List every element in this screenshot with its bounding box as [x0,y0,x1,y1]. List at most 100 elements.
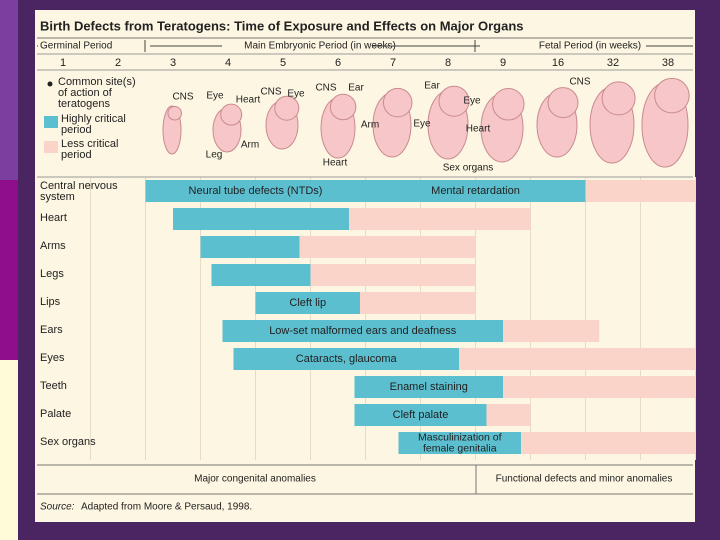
organ-label: Arm [241,140,259,151]
side-strip [0,180,18,360]
bar [360,292,476,314]
organ-label: Leg [206,150,223,161]
row-label-box: Palate [40,409,71,420]
bar [486,404,531,426]
row-label-box: Sex organs [40,437,96,448]
bar [222,320,503,342]
organ-label: Eye [413,119,431,130]
bar [398,432,522,454]
organ-label: Heart [323,158,348,169]
legend-text: Less critical period [61,139,118,161]
bar [354,404,487,426]
bar [255,292,360,314]
organ-label: Heart [236,95,261,106]
bar [233,348,459,370]
organ-label: Sex organs [443,163,494,174]
bar [310,264,476,286]
x-tick-label: 8 [445,57,451,69]
bar-label: Low-set malformed ears and deafness [269,325,457,337]
bar-label: Cataracts, glaucoma [296,353,398,365]
bar-label: Cleft lip [289,297,326,309]
legend-text: Highly critical period [61,114,126,136]
period-label: Fetal Period (in weeks) [539,41,641,52]
row-label: Teeth [40,381,67,392]
bar [173,208,349,230]
row-label: Eyes [40,353,65,364]
bar-label: Mental retardation [431,185,520,197]
embryo-head [438,85,470,117]
x-tick-label: 4 [225,57,231,69]
x-tick-label: 5 [280,57,286,69]
legend-label: Common site(s) of action of teratogens [58,77,136,110]
legend-dot [47,81,53,87]
side-strip [0,0,18,180]
organ-label: CNS [315,83,336,94]
organ-label: CNS [260,87,281,98]
row-label-box: Teeth [40,381,67,392]
organ-label: Eye [463,96,481,107]
embryo-head [547,87,579,119]
embryo-head [601,81,636,116]
bar [503,320,600,342]
bar [145,180,586,202]
x-tick-label: 38 [662,57,674,69]
row-label: Heart [40,213,67,224]
organ-label: Ear [424,81,440,92]
bar-label: Masculinization of [418,431,502,443]
row-label-box: Eyes [40,353,65,364]
legend-label: Highly critical period [61,114,126,136]
row-label: Central nervous system [40,181,118,203]
row-label: Sex organs [40,437,96,448]
organ-label: CNS [172,92,193,103]
row-label-box: Ears [40,325,63,336]
bar [299,236,476,258]
organ-label: Arm [361,120,379,131]
bar-label: female genitalia [423,442,497,454]
bar-label: Cleft palate [393,409,449,421]
bar [459,348,696,370]
row-label: Legs [40,269,64,280]
x-tick-label: 1 [60,57,66,69]
bar [211,264,311,286]
legend-text: Common site(s) of action of teratogens [58,77,136,110]
row-label: Arms [40,241,66,252]
source-prefix: Source: [40,502,75,513]
x-tick-label: 6 [335,57,341,69]
row-label-box: Central nervous system [40,181,118,203]
bar [503,376,696,398]
organ-label: Eye [206,91,224,102]
organ-label: Ear [348,83,364,94]
embryo-head [329,93,357,121]
x-tick-label: 32 [607,57,619,69]
period-label: Main Embryonic Period (in weeks) [244,41,396,52]
source: Adapted from Moore & Persaud, 1998. [81,502,252,513]
chart-title: Birth Defects from Teratogens: Time of E… [40,18,524,33]
row-label: Lips [40,297,61,308]
bar [354,376,503,398]
legend-swatch [44,116,58,128]
x-tick-label: 3 [170,57,176,69]
embryo-head [654,77,690,114]
row-label-box: Lips [40,297,61,308]
row-label-box: Legs [40,269,64,280]
bar-label: Enamel staining [390,381,468,393]
row-label-box: Arms [40,241,66,252]
embryo-head [220,103,243,126]
period-label: Germinal Period [40,41,112,52]
organ-label: Heart [466,124,491,135]
bar-label: Neural tube defects (NTDs) [189,185,323,197]
organ-label: CNS [569,77,590,88]
bar [585,180,696,202]
x-tick-label: 16 [552,57,564,69]
embryo-head [382,87,413,118]
side-strip [0,360,18,540]
legend-swatch [44,141,58,153]
bar [521,432,696,454]
bar [200,236,300,258]
embryo-head [492,87,525,121]
footer-label: Functional defects and minor anomalies [496,474,673,485]
x-tick-label: 9 [500,57,506,69]
embryo-head [167,105,182,121]
